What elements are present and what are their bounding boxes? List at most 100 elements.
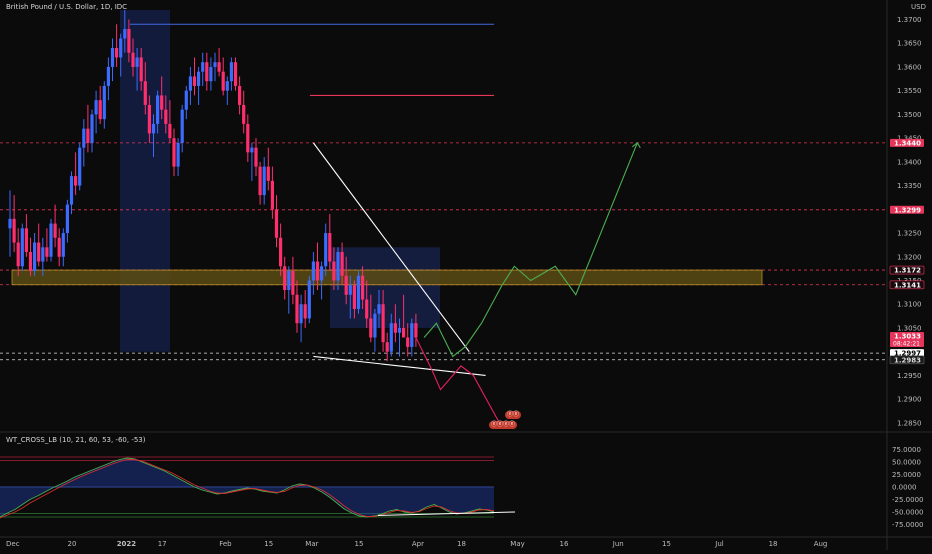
price-tick-label: 1.2950 bbox=[897, 372, 922, 380]
price-label[interactable] bbox=[890, 138, 924, 147]
candle bbox=[16, 242, 20, 267]
divergence-line[interactable] bbox=[377, 511, 516, 516]
candle bbox=[61, 233, 65, 257]
bearish-projection-path[interactable] bbox=[415, 337, 503, 428]
osc-tick-label: -50.0000 bbox=[892, 509, 923, 517]
trendline-lower[interactable] bbox=[313, 355, 486, 376]
candle bbox=[336, 252, 340, 281]
candle bbox=[65, 204, 69, 234]
candle bbox=[254, 147, 258, 167]
candle bbox=[143, 81, 147, 105]
wt1-line bbox=[0, 457, 495, 518]
candle bbox=[53, 223, 57, 238]
candle bbox=[33, 242, 37, 272]
candle bbox=[28, 252, 33, 272]
candle bbox=[393, 323, 397, 333]
currency-label[interactable]: USD bbox=[911, 3, 926, 11]
time-tick-label: Mar bbox=[305, 540, 318, 548]
osc-tick-label: 75.0000 bbox=[892, 446, 921, 454]
candle bbox=[381, 304, 385, 343]
candle bbox=[246, 123, 250, 153]
price-label-text: 1.3440 bbox=[894, 139, 921, 147]
candle bbox=[213, 62, 217, 67]
candle bbox=[184, 90, 188, 110]
candle bbox=[283, 266, 287, 290]
candle bbox=[266, 166, 270, 181]
candle bbox=[307, 280, 311, 319]
candle bbox=[98, 100, 102, 120]
price-tick-label: 1.2900 bbox=[897, 396, 922, 404]
time-tick-label: 2022 bbox=[117, 540, 137, 548]
price-tick-label: 1.3650 bbox=[897, 40, 922, 48]
bullish-projection-path[interactable] bbox=[423, 142, 638, 358]
time-tick-label: 18 bbox=[457, 540, 466, 548]
candle bbox=[340, 252, 344, 276]
symbol-title[interactable]: British Pound / U.S. Dollar, 1D, IDC bbox=[6, 3, 128, 11]
time-tick-label: Dec bbox=[6, 540, 20, 548]
candle bbox=[20, 228, 24, 267]
candle bbox=[406, 337, 410, 347]
candle bbox=[176, 142, 180, 167]
candle bbox=[389, 323, 393, 352]
candle bbox=[410, 323, 414, 347]
indicator-title[interactable]: WT_CROSS_LB (10, 21, 60, 53, -60, -53) bbox=[6, 436, 146, 444]
price-tick-label: 1.3050 bbox=[897, 324, 922, 332]
price-label-text: 1.3141 bbox=[894, 281, 921, 289]
candle bbox=[123, 28, 127, 39]
price-label[interactable] bbox=[890, 205, 924, 214]
time-tick-label: Jul bbox=[714, 540, 724, 548]
price-tick-label: 1.3400 bbox=[897, 158, 922, 166]
candle bbox=[188, 76, 192, 91]
time-tick-label: 18 bbox=[769, 540, 778, 548]
candle bbox=[168, 123, 172, 139]
candle bbox=[262, 166, 266, 196]
candle bbox=[156, 95, 160, 124]
candle bbox=[344, 275, 348, 295]
osc-tick-label: -75.0000 bbox=[892, 521, 923, 529]
event-badge[interactable]: ⓔⓔ bbox=[505, 411, 522, 419]
event-badge[interactable]: ⓔⓔⓔⓔ bbox=[489, 421, 518, 429]
demand-zone[interactable] bbox=[11, 269, 763, 286]
candle bbox=[385, 342, 389, 352]
candle bbox=[373, 313, 377, 338]
candle bbox=[180, 109, 184, 143]
candle bbox=[225, 81, 229, 91]
candle bbox=[192, 76, 197, 86]
candle bbox=[279, 237, 283, 267]
price-label-text: 1.3299 bbox=[894, 206, 921, 214]
price-label-text: 1.2997 bbox=[894, 350, 921, 358]
candle bbox=[348, 285, 352, 295]
candle bbox=[131, 52, 135, 67]
candle bbox=[110, 47, 115, 67]
time-tick-label: Jun bbox=[612, 540, 624, 548]
price-label[interactable] bbox=[890, 349, 924, 358]
candle bbox=[127, 28, 131, 53]
candle bbox=[119, 38, 123, 58]
candle bbox=[57, 237, 61, 257]
price-label[interactable] bbox=[889, 355, 925, 365]
price-tick-label: 1.3100 bbox=[897, 301, 922, 309]
candle bbox=[135, 57, 139, 67]
candle bbox=[397, 327, 402, 333]
candle bbox=[414, 323, 418, 338]
price-label[interactable] bbox=[889, 265, 925, 275]
osc-tick-label: 50.0000 bbox=[892, 459, 921, 467]
price-tick-label: 1.3200 bbox=[897, 253, 922, 261]
time-tick-label: 15 bbox=[355, 540, 364, 548]
candle bbox=[94, 100, 98, 115]
time-tick-label: 15 bbox=[264, 540, 273, 548]
candle bbox=[369, 318, 373, 338]
time-tick-label: 17 bbox=[158, 540, 167, 548]
price-label[interactable] bbox=[890, 332, 924, 348]
price-label[interactable] bbox=[889, 280, 925, 290]
candle bbox=[164, 109, 168, 124]
candle bbox=[365, 299, 369, 319]
time-tick-label: Aug bbox=[814, 540, 828, 548]
candle bbox=[172, 138, 176, 167]
price-tick-label: 1.2850 bbox=[897, 419, 922, 427]
trendline-upper[interactable] bbox=[312, 142, 470, 353]
candle bbox=[201, 62, 205, 72]
candle bbox=[221, 71, 225, 91]
